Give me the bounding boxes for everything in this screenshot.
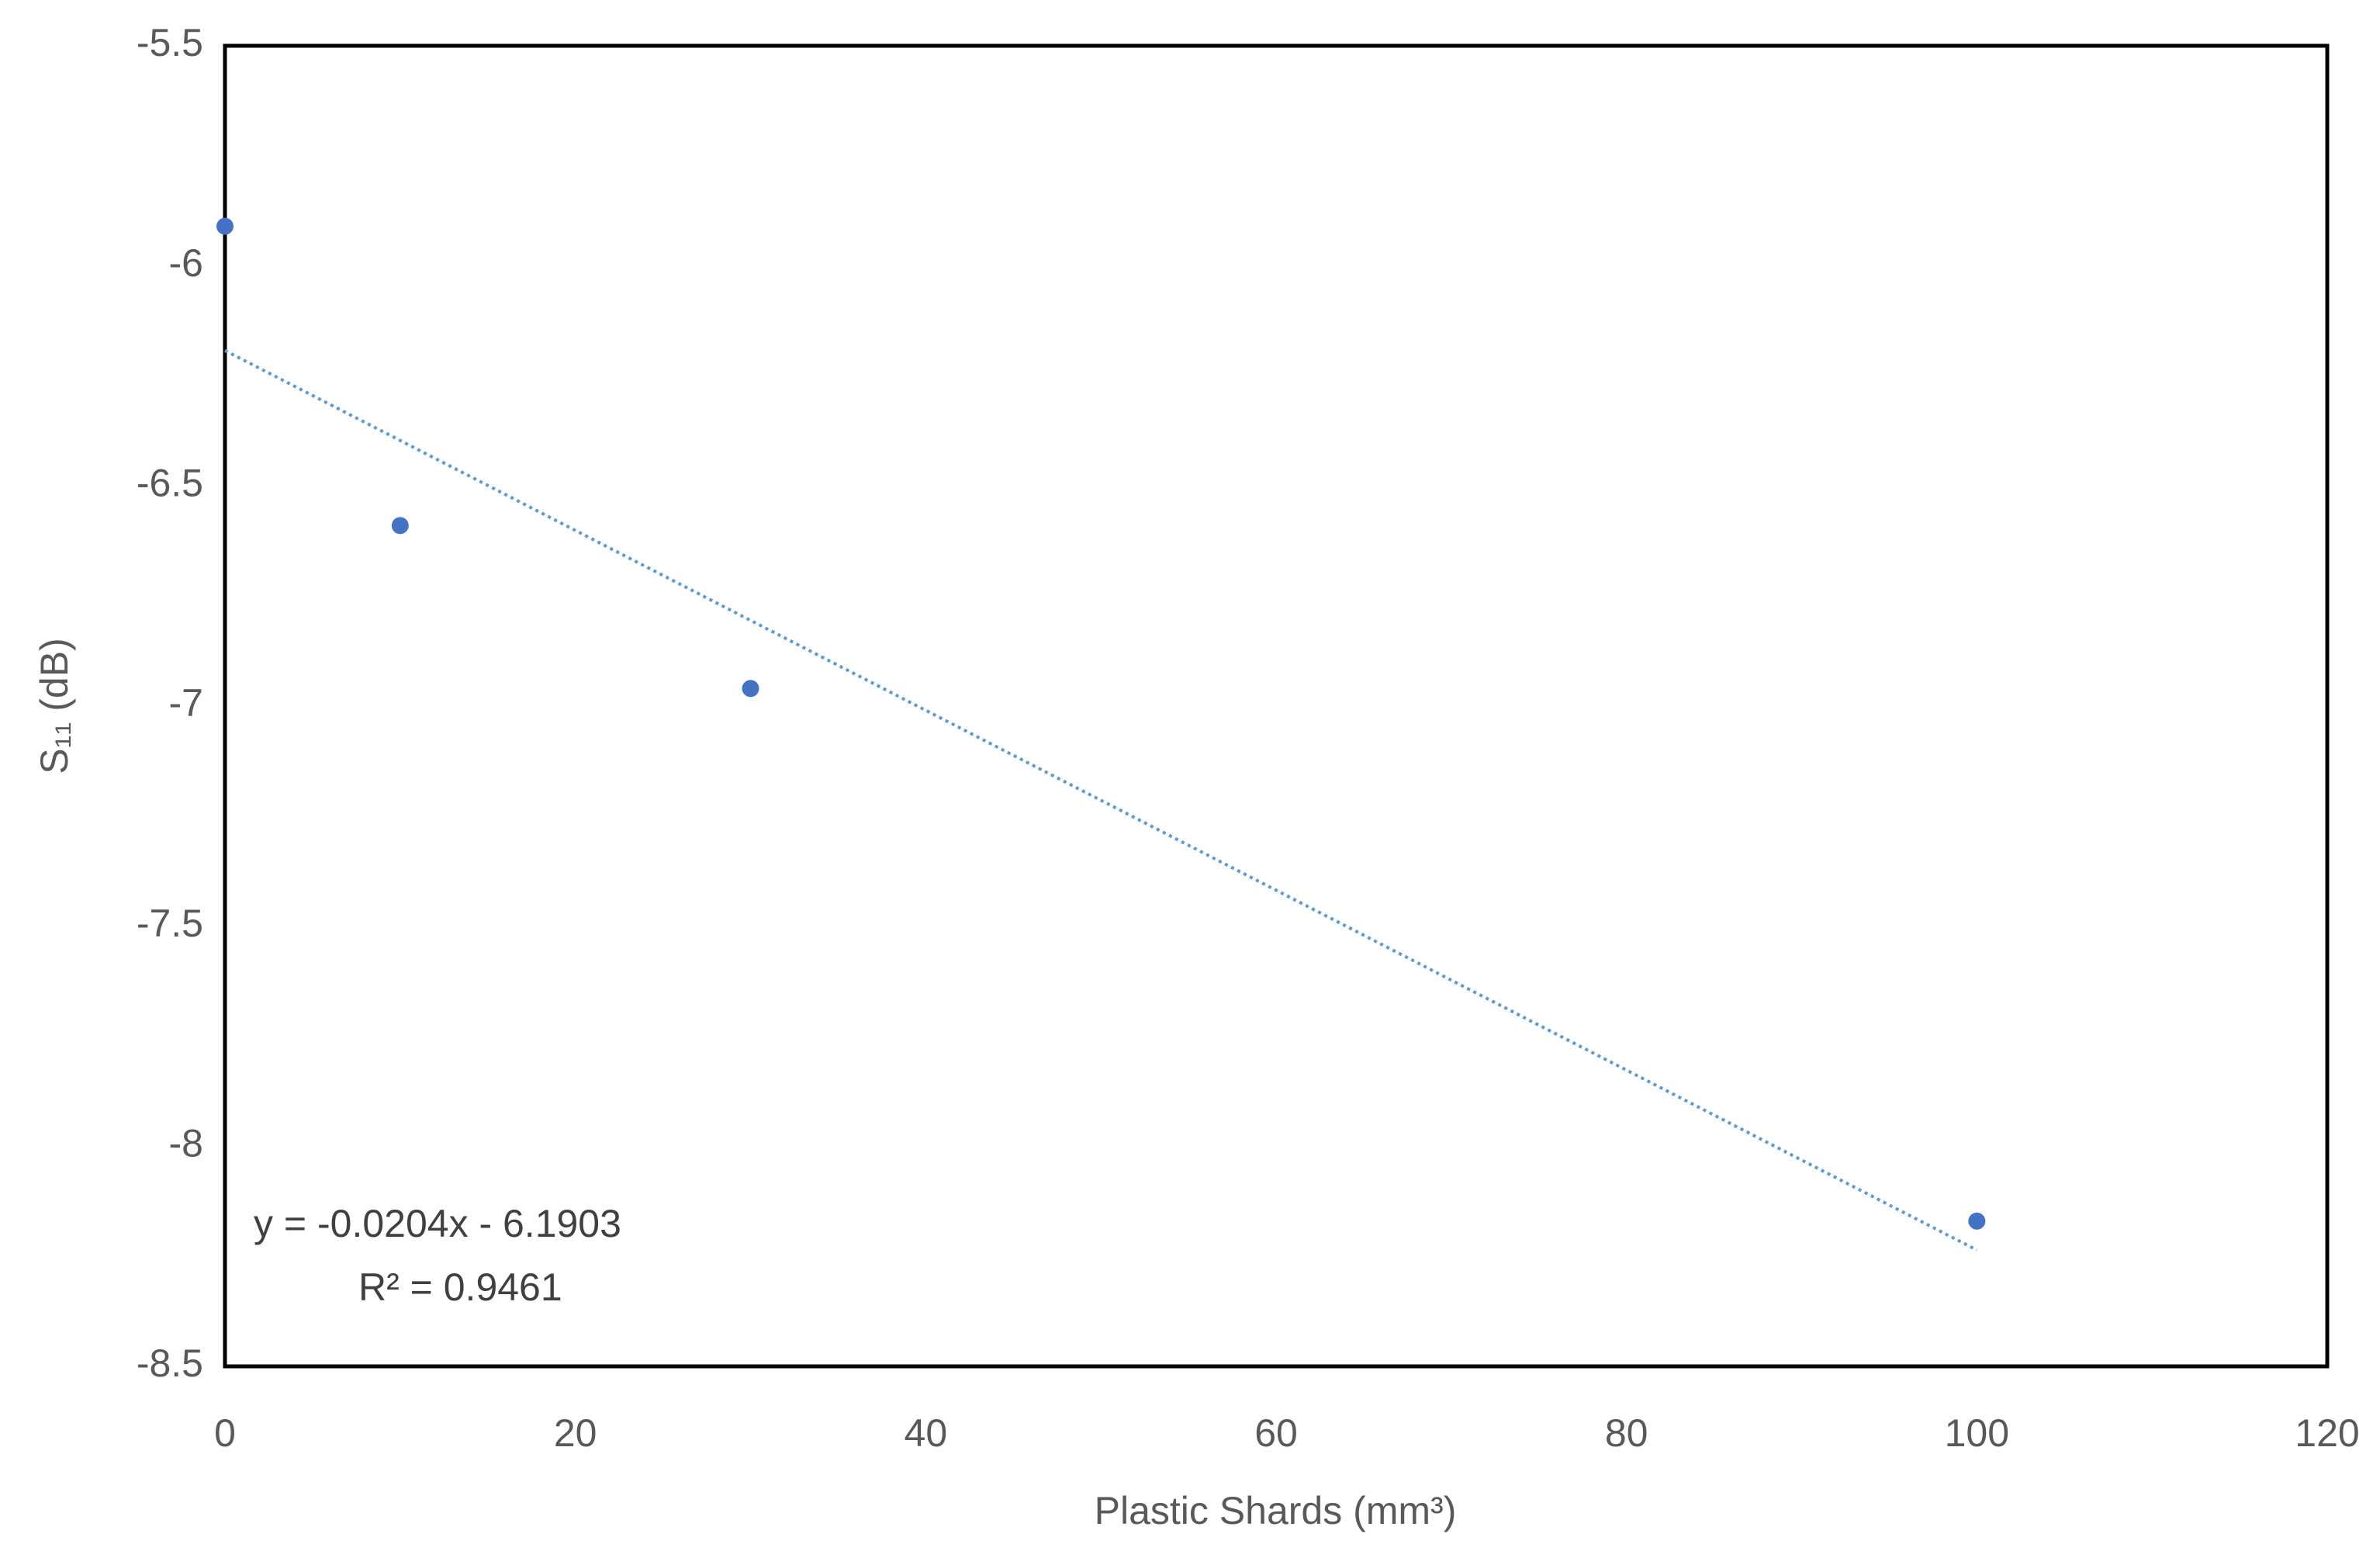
y-tick-label: -7 [169, 681, 203, 725]
y-tick-label: -6 [169, 241, 203, 285]
x-tick-label: 100 [1945, 1411, 2009, 1455]
y-tick-label: -8.5 [137, 1342, 203, 1385]
y-tick-label: -6.5 [137, 462, 203, 505]
data-point [742, 680, 759, 698]
data-point [216, 217, 234, 235]
x-tick-label: 0 [214, 1411, 236, 1455]
x-axis-title: Plastic Shards (mm³) [1095, 1489, 1457, 1532]
y-axis-title: S₁₁ (dB) [33, 638, 76, 774]
x-tick-label: 60 [1254, 1411, 1298, 1455]
data-point [391, 517, 409, 535]
plot-border [223, 43, 2330, 1369]
y-tick-label: -8 [169, 1122, 203, 1165]
x-tick-label: 40 [905, 1411, 948, 1455]
x-tick-label: 20 [554, 1411, 597, 1455]
x-tick-label: 80 [1605, 1411, 1648, 1455]
x-tick-label: 120 [2295, 1411, 2359, 1455]
trendline [224, 348, 1978, 1252]
y-tick-label: -5.5 [137, 21, 203, 64]
data-point [1968, 1212, 1986, 1230]
y-tick-label: -7.5 [137, 902, 203, 945]
r-squared-label: R² = 0.9461 [358, 1265, 562, 1309]
equation-label: y = -0.0204x - 6.1903 [254, 1202, 621, 1245]
